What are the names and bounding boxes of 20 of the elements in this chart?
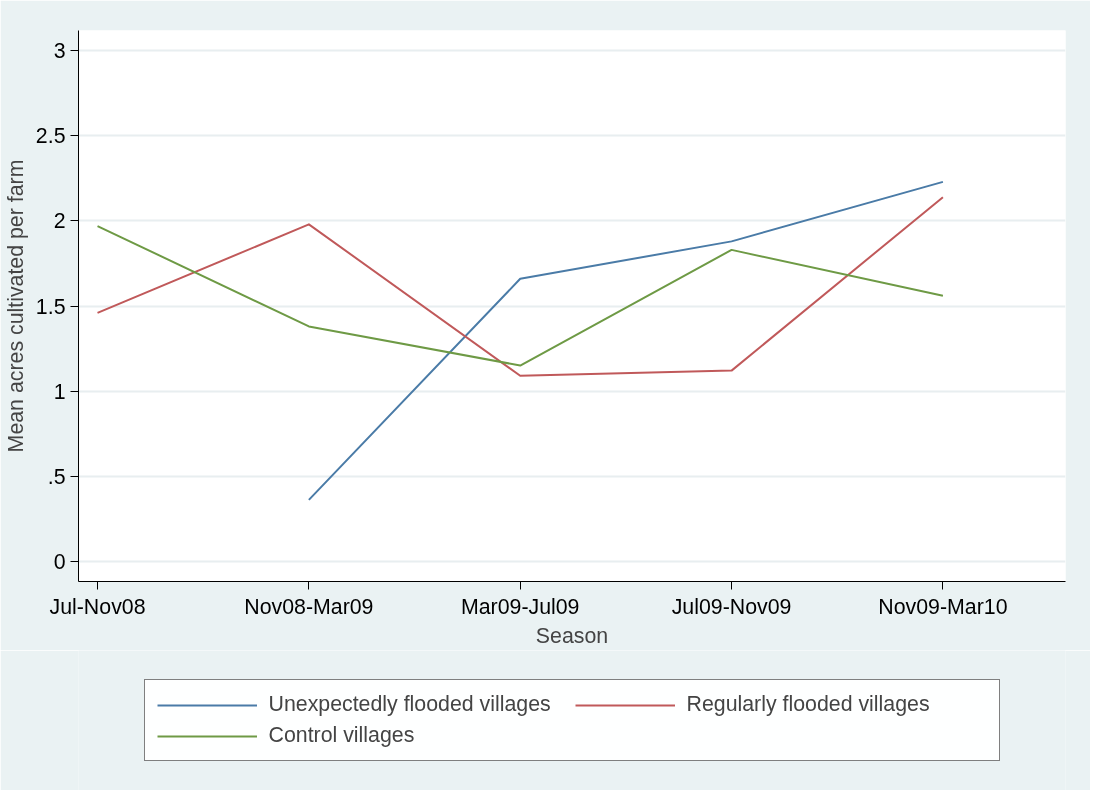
y-tick-label: 0 <box>53 549 66 574</box>
line-series <box>96 196 944 377</box>
line-series <box>307 180 944 501</box>
x-axis-title: Season <box>535 623 609 648</box>
x-tick-label: Jul09-Nov09 <box>671 594 792 619</box>
x-tick-label: Nov09-Mar10 <box>878 594 1008 619</box>
x-tick-label: Nov08-Mar09 <box>244 594 374 619</box>
legend-label: Regularly flooded villages <box>686 692 931 717</box>
y-tick-label: 2 <box>53 209 66 234</box>
y-tick-label: 3 <box>53 39 66 64</box>
y-tick-label: .5 <box>47 464 66 489</box>
x-tick-label: Mar09-Jul09 <box>460 594 580 619</box>
x-tick-label: Jul-Nov08 <box>49 594 146 619</box>
legend-label: Control villages <box>268 723 416 748</box>
y-axis-title: Mean acres cultivated per farm <box>3 159 28 453</box>
line-series <box>96 225 944 367</box>
y-tick-label: 1.5 <box>35 294 66 319</box>
y-tick-label: 2.5 <box>35 124 66 149</box>
legend-label: Unexpectedly flooded villages <box>268 692 552 717</box>
y-tick-label: 1 <box>53 379 66 404</box>
